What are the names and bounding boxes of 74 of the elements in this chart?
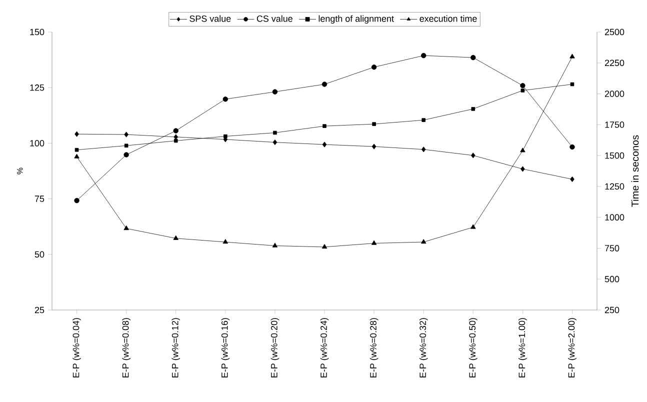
legend-label: CS value [256,15,292,22]
x-tick-label: E-P (w%=2.00) [568,318,576,378]
point [372,122,376,126]
x-tick-label: E-P (w%=0.32) [419,318,428,378]
point [371,240,377,245]
point [372,144,376,150]
point [420,239,426,244]
point [322,82,328,87]
point [272,242,278,248]
y-tick-label: 25 [34,306,44,314]
point [273,130,277,135]
point [422,118,426,122]
y-tick-label: 75 [34,196,44,202]
y2-tick-label: 1000 [605,214,624,221]
legend-label: length of alignment [318,15,394,24]
point [322,124,326,128]
x-tick-label: E-P (w%=0.20) [270,318,280,378]
point [470,224,476,229]
point [471,107,476,111]
x-tick-label: E-P (w%=0.50) [468,318,478,378]
x-tick-label: E-P (w%=0.28) [370,318,378,378]
point [470,54,476,60]
point [272,140,278,146]
point [272,89,278,94]
point [124,144,128,148]
point [322,142,327,148]
x-tick-label: E-P (w%=0.12) [172,318,180,378]
y2-tick-label: 1250 [605,183,624,190]
y2-tick-label: 750 [604,245,620,252]
y-tick-label: 150 [30,28,44,36]
y2-tick-label: 1500 [605,152,624,159]
y2-tick-label: 2500 [604,28,624,36]
point [471,152,476,158]
point [173,128,178,134]
y-tick-label: 100 [30,140,44,146]
point [74,154,80,158]
point [371,64,377,70]
point [222,96,228,102]
point [74,198,80,204]
point [520,148,526,152]
x-tick-label: E-P (w%=0.08) [122,318,130,378]
point [520,83,526,88]
point [173,235,178,240]
point [520,88,525,92]
point [174,138,178,143]
legend-label: execution time [420,15,477,22]
point [570,54,575,58]
y2-tick-label: 2000 [604,90,624,97]
point [124,225,129,230]
legend-label: SPS value [190,15,231,22]
y2-tick-label: 250 [604,306,620,314]
point [421,52,426,58]
x-tick-label: E-P (w%=0.16) [221,318,230,378]
point [570,82,574,86]
point [124,132,128,138]
point [322,244,328,249]
y-tick-label: 125 [30,84,44,91]
point [174,134,178,140]
x-tick-label: E-P (w%=0.04) [72,318,81,378]
point [124,152,129,158]
y-tick-label: 50 [34,251,44,258]
point [224,134,228,138]
point [74,148,79,152]
point [222,239,228,244]
point [570,144,575,150]
x-tick-label: E-P (w%=0.24) [320,318,329,378]
x-tick-label: E-P (w%=1.00) [518,318,527,378]
y2-tick-label: 1750 [605,121,624,128]
y2-tick-label: 500 [604,276,620,282]
point [421,146,426,152]
point [74,131,79,137]
point [520,166,525,172]
y2-axis-title: Time in seconos [631,135,639,207]
y2-tick-label: 2250 [604,60,624,66]
